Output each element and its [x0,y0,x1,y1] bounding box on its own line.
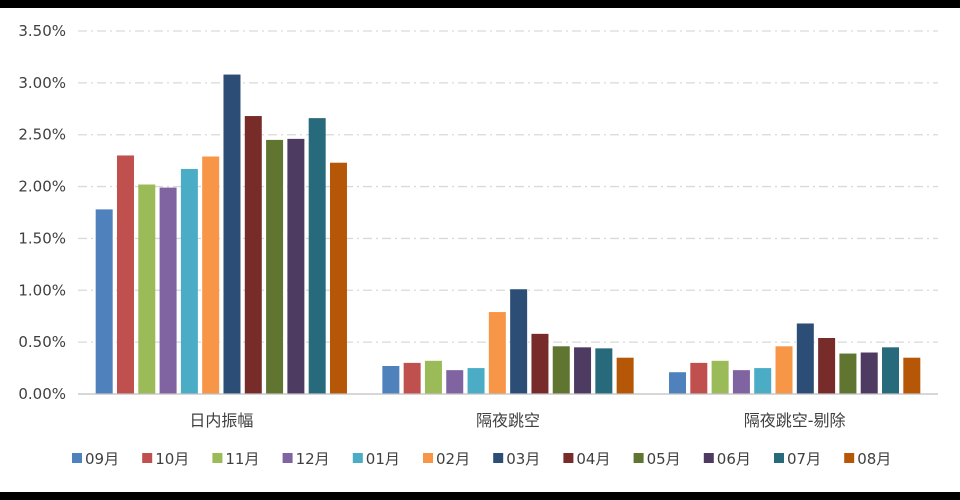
legend-swatch [352,453,363,463]
legend-swatch [212,453,223,463]
legend-label: 06月 [717,450,751,468]
bars [95,74,921,395]
gridlines [78,30,938,343]
category-label: 隔夜跳空 [476,411,540,430]
bar [446,370,464,394]
bar [202,156,220,394]
bar [223,74,241,394]
legend-swatch [774,453,784,463]
legend-swatch [493,453,504,463]
legend: 09月 10月 11月 12月 01月 02月 03月 04月 05月 06月 07月 08月 [72,450,891,468]
y-tick-label: 0.00% [18,385,66,403]
legend-swatch [563,453,574,463]
legend-swatch [282,453,293,463]
bar [531,333,549,394]
bar [574,347,592,394]
y-tick-label: 1.00% [18,281,66,299]
bar [510,289,528,394]
bar [329,162,347,394]
legend-label: 05月 [647,450,681,468]
bar [552,346,570,394]
legend-label: 01月 [366,450,400,468]
category-labels: 日内振幅 隔夜跳空 隔夜跳空-剔除 [189,411,845,430]
legend-swatch [72,453,82,463]
bar [116,155,134,394]
legend-label: 02月 [436,450,470,468]
bar [669,372,687,394]
bar [244,116,262,394]
legend-label: 11月 [225,450,259,468]
legend-label: 12月 [296,450,330,468]
y-tick-label: 3.50% [18,22,66,40]
bar [287,138,305,394]
y-tick-label: 2.50% [18,126,66,144]
legend-label: 07月 [787,450,821,468]
bar [711,360,729,394]
y-tick-label: 1.50% [18,229,66,247]
legend-swatch [703,453,714,463]
y-tick-label: 3.00% [18,74,66,92]
legend-label: 08月 [857,450,891,468]
bar [690,362,708,394]
bar [775,346,793,394]
legend-label: 09月 [85,450,119,468]
y-tick-label: 0.50% [18,333,66,351]
bar [382,365,400,394]
bar [903,357,921,394]
bar [860,352,878,394]
bar [616,357,634,394]
bar [159,187,177,394]
bar [796,323,814,394]
legend-swatch [423,453,433,463]
bar [424,360,442,394]
legend-swatch [142,453,153,463]
legend-swatch [633,453,644,463]
legend-swatch [844,453,855,463]
bar [467,368,485,394]
legend-label: 10月 [155,450,189,468]
bar [138,184,156,394]
bar [882,347,900,394]
category-label: 隔夜跳空-剔除 [744,411,846,430]
legend-label: 04月 [576,450,610,468]
bar [266,139,284,394]
bar [732,370,750,394]
bar [818,337,836,394]
bar [308,118,326,395]
bar [95,209,113,394]
bar [180,168,198,394]
legend-label: 03月 [506,450,540,468]
bar [839,353,857,394]
y-axis-ticks: 0.00% 0.50% 1.00% 1.50% 2.00% 2.50% 3.00% 3.50% [18,22,66,403]
bar [754,368,772,394]
bar [403,362,421,394]
bar-chart: 0.00% 0.50% 1.00% 1.50% 2.00% 2.50% 3.00% 3.50%… [18,22,938,468]
chart-frame: 0.00% 0.50% 1.00% 1.50% 2.00% 2.50% 3.00% 3.50%… [0,8,960,492]
category-label: 日内振幅 [189,411,253,430]
bar [488,312,506,394]
bar [595,348,613,394]
y-tick-label: 2.00% [18,178,66,196]
